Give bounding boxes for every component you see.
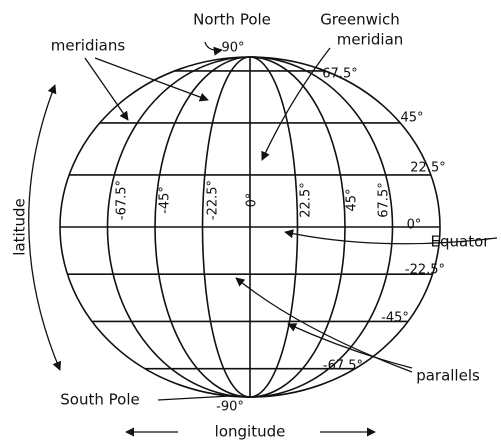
latitude-value: 45° <box>400 111 423 126</box>
meridian-arrow <box>84 57 129 121</box>
greenwich-label: meridian <box>337 31 404 49</box>
longitude-value: -22.5° <box>206 180 221 220</box>
longitude-value: 45° <box>345 188 360 211</box>
latitude-label: latitude <box>11 198 29 256</box>
south-pole-line <box>157 395 231 401</box>
latitude-value: 0° <box>407 218 422 233</box>
longitude-value: -45° <box>158 186 173 214</box>
parallels-arrow <box>287 323 413 369</box>
longitude-value: -67.5° <box>115 180 130 220</box>
latitude-value: -67.5° <box>323 359 363 374</box>
meridian-arrow <box>94 57 209 102</box>
longitude-label: longitude <box>215 423 286 441</box>
latitude-value: 22.5° <box>410 161 445 176</box>
globe-grid <box>59 56 441 398</box>
south-pole-label: South Pole <box>60 391 139 409</box>
latitude-value: 67.5° <box>322 67 357 82</box>
parallels-label: parallels <box>416 367 480 385</box>
north-pole-arrow <box>204 41 223 56</box>
equator-label: Equator <box>431 233 491 251</box>
longitude-value: 0° <box>245 193 260 208</box>
degree-labels: 90° 67.5° 45° 22.5° 0° -22.5° -45° -67.5° -90° -6… <box>115 41 446 415</box>
meridians-label: meridians <box>51 37 126 55</box>
equator-arrow <box>284 229 498 245</box>
latitude-value: -22.5° <box>405 263 445 278</box>
parallels-arrow <box>235 277 413 373</box>
latitude-value: -45° <box>381 311 409 326</box>
longitude-value: 67.5° <box>377 182 392 217</box>
latitude-value: -90° <box>216 400 244 415</box>
greenwich-arrow <box>261 47 331 161</box>
greenwich-label: Greenwich <box>320 11 400 29</box>
longitude-value: 22.5° <box>299 182 314 217</box>
latitude-value: 90° <box>221 41 244 56</box>
arrows <box>28 41 498 437</box>
latitude-arrow <box>28 84 62 371</box>
north-pole-label: North Pole <box>193 11 271 29</box>
